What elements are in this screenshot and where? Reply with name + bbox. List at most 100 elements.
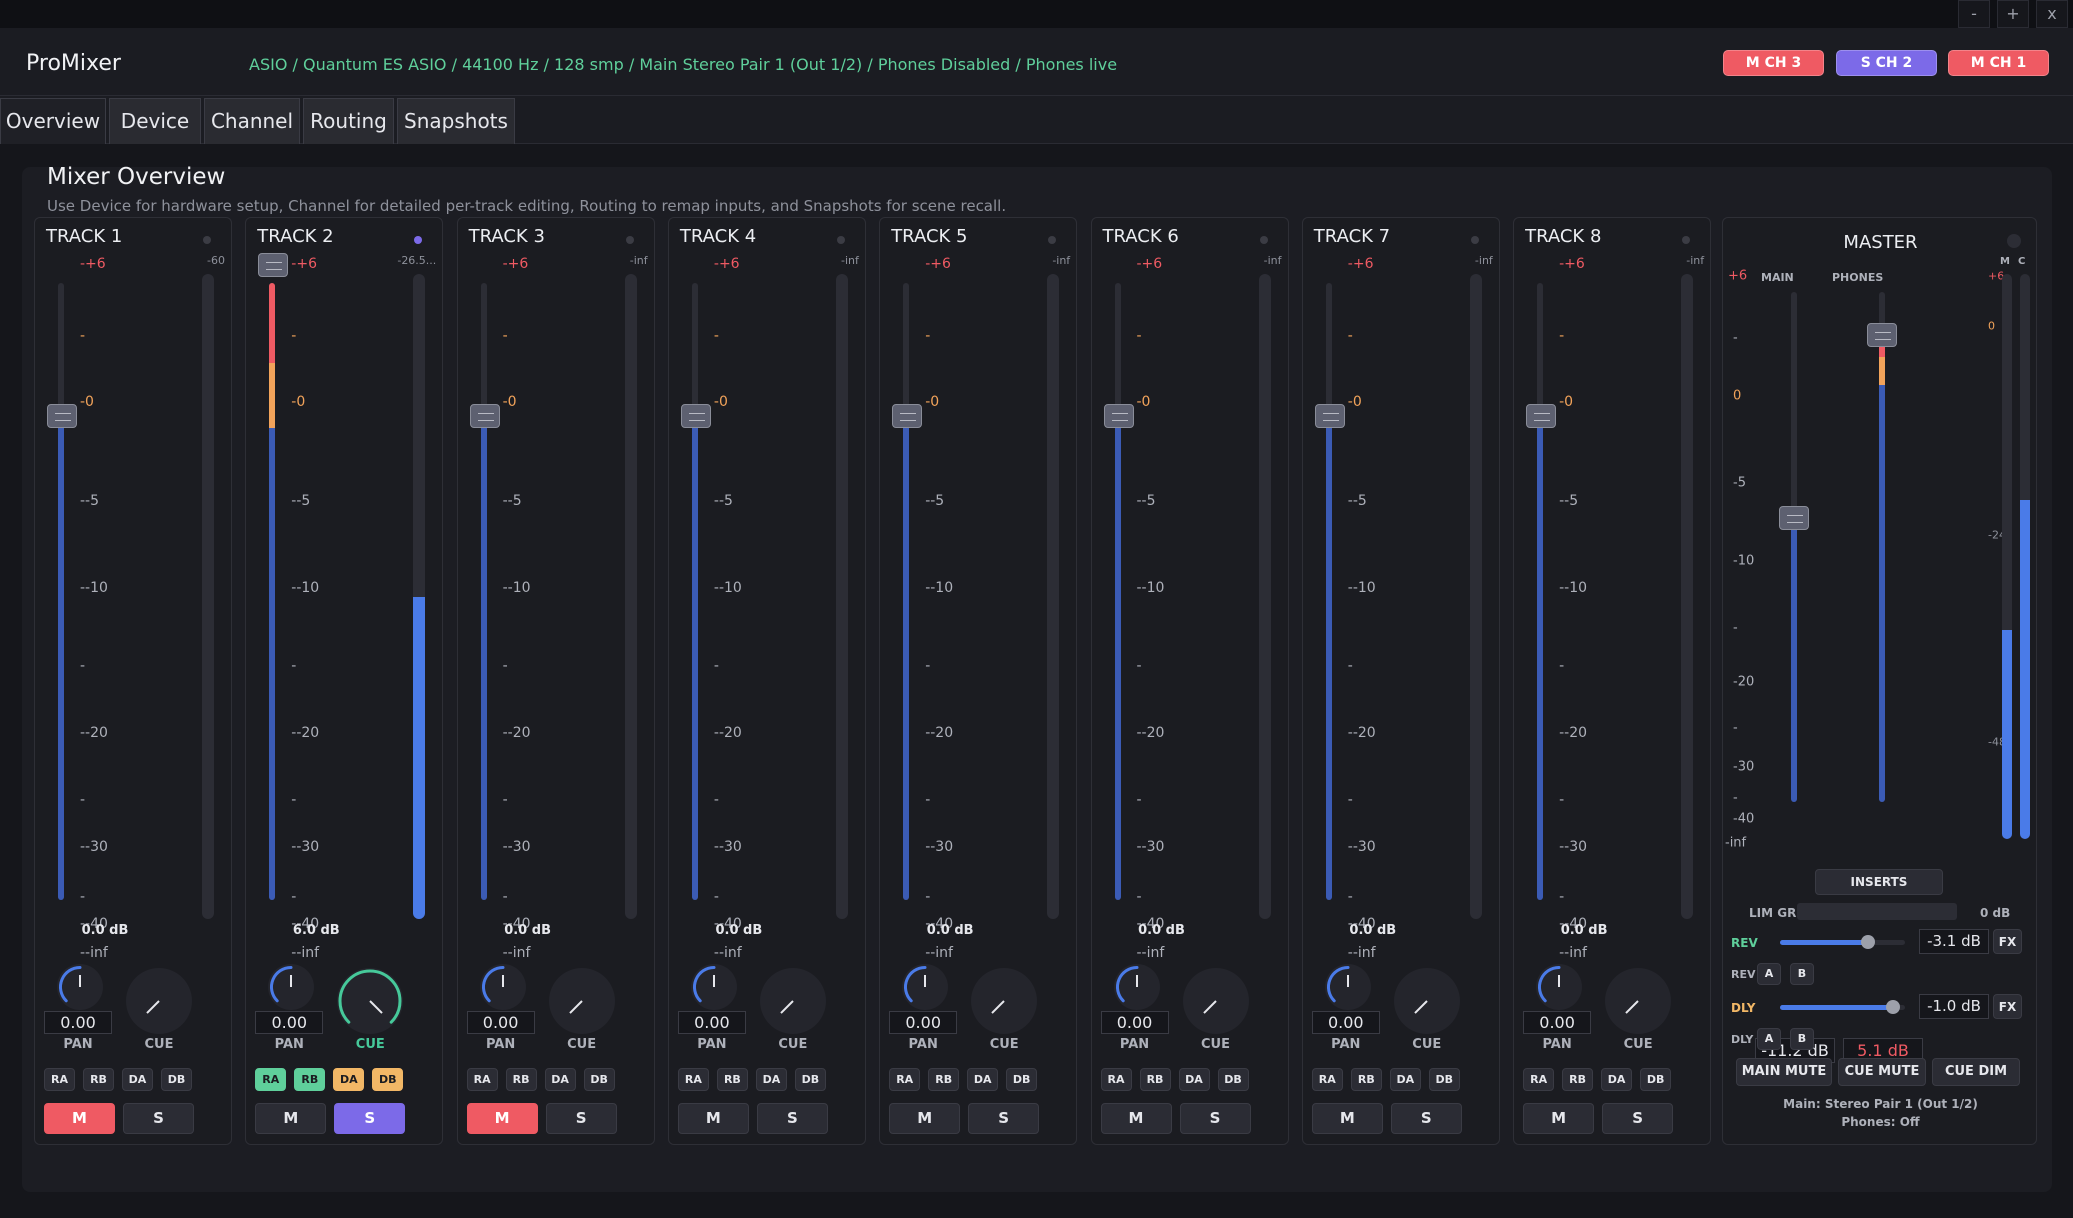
volume-fader-handle[interactable] bbox=[680, 404, 711, 428]
solo-button[interactable]: S bbox=[1390, 1103, 1462, 1134]
send-button-rb[interactable]: RB bbox=[294, 1068, 326, 1091]
cue-knob[interactable] bbox=[1605, 968, 1672, 1034]
volume-fader-track[interactable] bbox=[903, 283, 910, 900]
mute-button[interactable]: M bbox=[1523, 1103, 1595, 1134]
pan-value-field[interactable]: 0.00 bbox=[1100, 1011, 1169, 1034]
mute-button[interactable]: M bbox=[1100, 1103, 1172, 1134]
volume-fader-handle[interactable] bbox=[258, 253, 289, 277]
rev-slider-handle[interactable] bbox=[1860, 935, 1875, 949]
send-button-da[interactable]: DA bbox=[1601, 1068, 1633, 1091]
send-button-da[interactable]: DA bbox=[333, 1068, 365, 1091]
send-button-db[interactable]: DB bbox=[583, 1068, 615, 1091]
phones-fader-track[interactable] bbox=[1879, 292, 1885, 802]
volume-fader-handle[interactable] bbox=[469, 404, 500, 428]
volume-fader-handle[interactable] bbox=[47, 404, 77, 428]
volume-fader-track[interactable] bbox=[1537, 283, 1544, 900]
pan-value-field[interactable]: 0.00 bbox=[44, 1011, 112, 1034]
send-button-rb[interactable]: RB bbox=[505, 1068, 537, 1091]
rev-a-button[interactable]: A bbox=[1757, 963, 1781, 985]
cue-knob[interactable] bbox=[1182, 968, 1249, 1034]
send-button-ra[interactable]: RA bbox=[466, 1068, 498, 1091]
pan-value-field[interactable]: 0.00 bbox=[677, 1011, 746, 1034]
send-button-rb[interactable]: RB bbox=[928, 1068, 960, 1091]
tab-channel[interactable]: Channel bbox=[204, 98, 300, 144]
solo-button[interactable]: S bbox=[123, 1103, 194, 1134]
send-button-db[interactable]: DB bbox=[1217, 1068, 1249, 1091]
volume-fader-handle[interactable] bbox=[1103, 404, 1134, 428]
pan-value-field[interactable]: 0.00 bbox=[1523, 1011, 1592, 1034]
pan-knob[interactable] bbox=[902, 964, 949, 1010]
volume-fader-track[interactable] bbox=[1325, 283, 1332, 900]
send-button-rb[interactable]: RB bbox=[1562, 1068, 1594, 1091]
cue-knob[interactable] bbox=[337, 968, 404, 1034]
mute-button[interactable]: M bbox=[677, 1103, 749, 1134]
send-button-da[interactable]: DA bbox=[755, 1068, 787, 1091]
send-button-db[interactable]: DB bbox=[1428, 1068, 1460, 1091]
tab-device[interactable]: Device bbox=[109, 98, 201, 144]
rev-slider[interactable] bbox=[1780, 935, 1905, 949]
send-button-ra[interactable]: RA bbox=[677, 1068, 709, 1091]
send-button-rb[interactable]: RB bbox=[83, 1068, 114, 1091]
solo-button[interactable]: S bbox=[545, 1103, 617, 1134]
pan-knob[interactable] bbox=[1113, 964, 1160, 1010]
pan-value-field[interactable]: 0.00 bbox=[466, 1011, 535, 1034]
cue-knob[interactable] bbox=[1393, 968, 1460, 1034]
pan-knob[interactable] bbox=[268, 964, 315, 1010]
send-button-db[interactable]: DB bbox=[794, 1068, 826, 1091]
send-button-rb[interactable]: RB bbox=[716, 1068, 748, 1091]
tab-snapshots[interactable]: Snapshots bbox=[397, 98, 515, 144]
send-button-ra[interactable]: RA bbox=[44, 1068, 75, 1091]
cue-knob[interactable] bbox=[971, 968, 1038, 1034]
send-button-da[interactable]: DA bbox=[967, 1068, 999, 1091]
pan-value-field[interactable]: 0.00 bbox=[889, 1011, 958, 1034]
rev-value[interactable]: -3.1 dB bbox=[1919, 929, 1989, 954]
pan-knob[interactable] bbox=[1324, 964, 1371, 1010]
send-button-ra[interactable]: RA bbox=[255, 1068, 287, 1091]
pan-knob[interactable] bbox=[690, 964, 737, 1010]
cue-knob[interactable] bbox=[548, 968, 615, 1034]
send-button-da[interactable]: DA bbox=[544, 1068, 576, 1091]
chip-mute-ch1[interactable]: M CH 1 bbox=[1948, 50, 2049, 76]
send-button-da[interactable]: DA bbox=[122, 1068, 153, 1091]
send-button-db[interactable]: DB bbox=[1006, 1068, 1038, 1091]
minimize-button[interactable]: - bbox=[1958, 0, 1990, 28]
send-button-ra[interactable]: RA bbox=[1311, 1068, 1343, 1091]
pan-value-field[interactable]: 0.00 bbox=[1311, 1011, 1380, 1034]
tab-routing[interactable]: Routing bbox=[303, 98, 394, 144]
dly-a-button[interactable]: A bbox=[1757, 1028, 1781, 1050]
pan-knob[interactable] bbox=[479, 964, 526, 1010]
pan-value-field[interactable]: 0.00 bbox=[255, 1011, 324, 1034]
solo-button[interactable]: S bbox=[334, 1103, 406, 1134]
dly-fx-button[interactable]: FX bbox=[1993, 994, 2022, 1019]
main-fader-track[interactable] bbox=[1791, 292, 1797, 802]
main-fader-handle[interactable] bbox=[1779, 506, 1809, 530]
volume-fader-handle[interactable] bbox=[892, 404, 923, 428]
dly-value[interactable]: -1.0 dB bbox=[1919, 994, 1989, 1019]
phones-fader-handle[interactable] bbox=[1867, 323, 1897, 347]
pan-knob[interactable] bbox=[1536, 964, 1583, 1010]
rev-b-button[interactable]: B bbox=[1790, 963, 1814, 985]
close-button[interactable]: x bbox=[2036, 0, 2068, 28]
send-button-db[interactable]: DB bbox=[372, 1068, 404, 1091]
mute-button[interactable]: M bbox=[44, 1103, 115, 1134]
send-button-db[interactable]: DB bbox=[1640, 1068, 1672, 1091]
mute-button[interactable]: M bbox=[889, 1103, 961, 1134]
solo-button[interactable]: S bbox=[756, 1103, 828, 1134]
dly-slider[interactable] bbox=[1780, 1000, 1905, 1014]
tab-overview[interactable]: Overview bbox=[0, 98, 106, 144]
solo-button[interactable]: S bbox=[1602, 1103, 1674, 1134]
cue-mute-button[interactable]: CUE MUTE bbox=[1838, 1058, 1926, 1086]
mute-button[interactable]: M bbox=[255, 1103, 327, 1134]
pan-knob[interactable] bbox=[57, 964, 103, 1010]
mute-button[interactable]: M bbox=[466, 1103, 538, 1134]
send-button-rb[interactable]: RB bbox=[1350, 1068, 1382, 1091]
volume-fader-track[interactable] bbox=[691, 283, 698, 900]
solo-button[interactable]: S bbox=[968, 1103, 1040, 1134]
rev-fx-button[interactable]: FX bbox=[1993, 929, 2022, 954]
dly-slider-handle[interactable] bbox=[1885, 1000, 1900, 1014]
volume-fader-track[interactable] bbox=[269, 283, 276, 900]
send-button-ra[interactable]: RA bbox=[1100, 1068, 1132, 1091]
dly-b-button[interactable]: B bbox=[1790, 1028, 1814, 1050]
chip-solo-ch2[interactable]: S CH 2 bbox=[1836, 50, 1937, 76]
volume-fader-handle[interactable] bbox=[1526, 404, 1557, 428]
